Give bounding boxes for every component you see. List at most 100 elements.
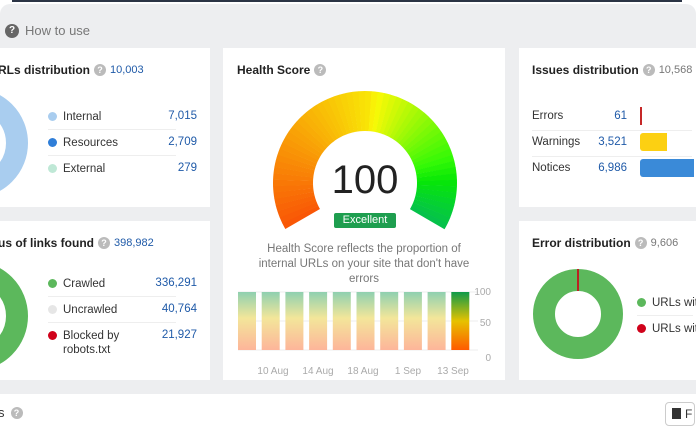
legend-item[interactable]: External — [48, 162, 158, 176]
issue-label[interactable]: Errors — [532, 110, 564, 122]
gauge-segment — [382, 96, 403, 136]
urls-donut-chart — [0, 95, 28, 191]
issue-label[interactable]: Warnings — [532, 136, 581, 148]
gauge-segment — [389, 101, 415, 139]
x-tick-label: 18 Aug — [347, 366, 378, 377]
x-tick-label: 1 Sep — [395, 366, 422, 377]
divider — [48, 129, 176, 130]
footer-section: s? — [0, 405, 23, 420]
gauge-segment — [398, 112, 430, 146]
donut-crawled — [0, 268, 28, 364]
gauge-segment — [301, 112, 332, 146]
total-count: 9,606 — [650, 237, 679, 249]
total-count[interactable]: 10,003 — [110, 64, 144, 76]
issue-label[interactable]: Notices — [532, 162, 571, 174]
gauge-segment — [368, 91, 379, 132]
legend-item[interactable]: URLs wit — [637, 322, 696, 336]
legend-value[interactable]: 336,291 — [155, 277, 197, 289]
gauge-segment — [392, 104, 420, 142]
legend-dot-icon — [637, 298, 646, 307]
help-icon[interactable]: ? — [314, 64, 327, 76]
history-bar[interactable] — [380, 292, 399, 350]
health-description: Health Score reflects the proportion of … — [258, 243, 470, 285]
card-title: RLs distribution — [0, 63, 90, 77]
issue-bar — [640, 107, 642, 125]
gauge-segment — [288, 126, 325, 154]
help-icon[interactable]: ? — [634, 237, 647, 249]
gauge-segment — [411, 202, 451, 224]
legend-item[interactable]: Crawled — [48, 277, 123, 291]
gauge-segment — [414, 195, 455, 212]
history-bar[interactable] — [309, 292, 328, 350]
legend-value[interactable]: 21,927 — [161, 329, 197, 341]
gauge-segment — [379, 94, 397, 135]
links-donut-chart — [0, 268, 28, 364]
issue-count[interactable]: 3,521 — [598, 136, 627, 148]
divider — [48, 296, 176, 297]
how-to-use-link[interactable]: ? How to use — [5, 23, 90, 38]
issue-bar — [640, 159, 694, 177]
gauge-segment — [333, 94, 351, 135]
card-title: Health Score — [237, 63, 311, 77]
gauge-segment — [275, 195, 316, 212]
links-status-card: us of links found? 398,982 Crawled 336,291… — [0, 221, 210, 380]
health-history-chart: 100 50 0 10 Aug 14 Aug 18 Aug 1 Sep 13 Sep — [238, 287, 492, 377]
legend-value[interactable]: 40,764 — [161, 303, 197, 315]
gauge-segment — [296, 116, 330, 149]
y-tick-label: 0 — [485, 353, 491, 364]
section-title: s — [0, 405, 5, 420]
total-count[interactable]: 398,982 — [114, 237, 154, 249]
legend-value[interactable]: 2,709 — [168, 136, 197, 148]
history-bar[interactable] — [285, 292, 304, 350]
error-distribution-card: Error distribution? 9,606 URLs wit URLs wi… — [519, 221, 696, 380]
gauge-segment — [408, 131, 445, 158]
help-icon[interactable]: ? — [94, 64, 106, 76]
legend-value[interactable]: 7,015 — [168, 110, 197, 122]
gauge-segment — [273, 184, 314, 193]
issue-count[interactable]: 6,986 — [598, 162, 627, 174]
gauge-segment — [409, 205, 448, 230]
gauge-segment — [411, 142, 451, 164]
history-bar[interactable] — [238, 292, 256, 350]
x-tick-label: 14 Aug — [302, 366, 333, 377]
gauge-segment — [415, 192, 456, 206]
help-icon[interactable]: ? — [98, 237, 110, 249]
gauge-segment — [413, 148, 453, 168]
gauge-segment — [345, 91, 358, 133]
legend-value[interactable]: 279 — [177, 162, 197, 174]
help-icon[interactable]: ? — [642, 64, 655, 76]
history-bar[interactable] — [403, 292, 422, 350]
history-bar[interactable] — [451, 292, 470, 350]
x-tick-label: 10 Aug — [257, 366, 288, 377]
legend-item[interactable]: Uncrawled — [48, 303, 123, 317]
gauge-segment — [386, 98, 409, 138]
donut-internal — [0, 95, 28, 191]
gauge-segment — [339, 92, 355, 134]
gauge-segment — [321, 98, 345, 138]
legend-item[interactable]: Resources — [48, 136, 158, 150]
total-count: 10,568 — [658, 64, 693, 76]
health-score-card: Health Score? 100 Excellent Health Score… — [223, 48, 505, 380]
history-bar[interactable] — [332, 292, 351, 350]
y-tick-label: 50 — [480, 318, 492, 329]
divider — [637, 315, 693, 316]
gauge-segment — [415, 160, 456, 175]
help-icon[interactable]: ? — [10, 406, 23, 419]
gauge-segment — [277, 198, 317, 218]
gauge-segment — [365, 91, 372, 132]
history-bar[interactable] — [261, 292, 280, 350]
gauge-segment — [274, 191, 315, 206]
legend-item[interactable]: Blocked by robots.txt — [48, 329, 123, 357]
legend-dot-icon — [48, 305, 57, 314]
legend-dot-icon — [637, 324, 646, 333]
help-icon: ? — [5, 23, 19, 38]
gauge-segment — [285, 131, 322, 157]
history-bar[interactable] — [356, 292, 375, 350]
export-button[interactable]: F — [665, 402, 695, 426]
gauge-segment — [375, 93, 391, 134]
legend-item[interactable]: URLs wit — [637, 296, 696, 310]
gauge-segment — [282, 136, 321, 161]
legend-item[interactable]: Internal — [48, 110, 158, 124]
issue-count[interactable]: 61 — [614, 110, 627, 122]
history-bar[interactable] — [427, 292, 446, 350]
